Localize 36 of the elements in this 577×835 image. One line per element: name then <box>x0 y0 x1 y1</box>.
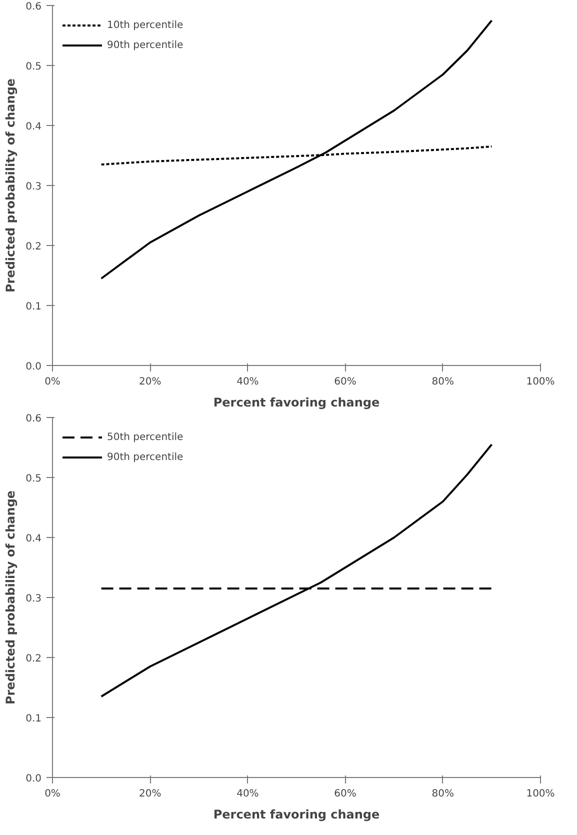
y-tick-label: 0.3 <box>26 182 42 192</box>
y-tick-label: 0.0 <box>26 774 42 784</box>
x-tick-label: 80% <box>432 788 454 800</box>
x-tick-label: 0% <box>44 788 60 800</box>
x-tick-label: 100% <box>526 788 555 800</box>
y-axis-title: Predicted probability of change <box>4 78 18 293</box>
x-tick-label: 60% <box>334 788 356 800</box>
legend-label: 90th percentile <box>107 40 184 50</box>
y-tick-label: 0.3 <box>26 594 42 604</box>
y-tick-label: 0.1 <box>26 302 42 312</box>
y-tick-label: 0.6 <box>26 414 42 424</box>
x-tick-label: 20% <box>138 376 162 388</box>
y-tick-label: 0.0 <box>26 362 42 372</box>
x-tick-label: 20% <box>138 788 162 800</box>
y-tick-label: 0.2 <box>26 242 42 252</box>
y-tick-label: 0.1 <box>26 714 42 724</box>
y-tick-label: 0.4 <box>26 534 42 544</box>
line-series <box>100 444 493 698</box>
x-tick-label: 40% <box>236 788 259 800</box>
legend-label: 50th percentile <box>107 432 184 442</box>
x-axis-title: Percent favoring change <box>213 808 380 822</box>
y-tick-label: 0.5 <box>26 474 42 484</box>
x-tick-label: 80% <box>432 376 454 388</box>
x-axis-title: Percent favoring change <box>213 396 380 410</box>
y-tick-label: 0.4 <box>26 122 42 132</box>
x-tick-label: 40% <box>236 376 259 388</box>
legend-label: 90th percentile <box>107 452 184 462</box>
y-tick-label: 0.5 <box>26 62 42 72</box>
legend-label: 10th percentile <box>107 20 184 30</box>
y-tick-label: 0.6 <box>26 2 42 12</box>
x-tick-label: 0% <box>44 376 60 388</box>
x-tick-label: 100% <box>526 376 555 388</box>
x-tick-label: 60% <box>334 376 356 388</box>
line-series <box>100 20 493 280</box>
y-axis-title: Predicted probability of change <box>4 490 18 705</box>
y-tick-label: 0.2 <box>26 654 42 664</box>
